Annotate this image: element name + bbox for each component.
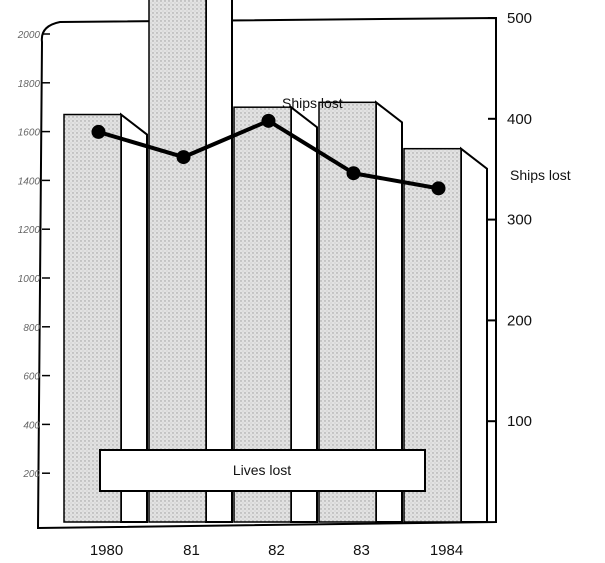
left-tick-label: 1800 xyxy=(18,79,41,90)
x-tick-label: 82 xyxy=(268,542,285,559)
left-tick-label: 1400 xyxy=(18,176,41,187)
line-point xyxy=(346,166,361,181)
line-point xyxy=(261,113,276,128)
right-tick-label: 500 xyxy=(507,10,532,27)
bar xyxy=(148,0,207,523)
left-axis-ticks: 200 400 600 800 1000 1200 1400 1600 1800 2000 xyxy=(17,30,50,480)
right-tick-label: 400 xyxy=(507,111,532,128)
bar-side xyxy=(205,0,233,523)
left-tick-label: 1200 xyxy=(18,225,41,236)
right-tick-label: 300 xyxy=(507,212,532,229)
lives-lost-label: Lives lost xyxy=(233,462,291,478)
left-tick-label: 600 xyxy=(23,372,40,383)
left-tick-label: 800 xyxy=(23,323,40,334)
line-point xyxy=(431,181,446,196)
left-tick-label: 200 xyxy=(22,469,40,480)
x-tick-label: 81 xyxy=(183,542,200,559)
line-point xyxy=(176,150,191,165)
right-axis-ticks: 100 200 300 400 500 xyxy=(488,10,532,430)
left-tick-label: 400 xyxy=(23,420,40,431)
x-tick-label: 1984 xyxy=(430,542,463,559)
right-tick-label: 100 xyxy=(507,413,532,430)
ships-lost-line xyxy=(91,113,446,196)
left-tick-label: 1000 xyxy=(18,274,41,285)
x-axis-ticks: 1980 81 82 83 1984 xyxy=(90,542,463,559)
right-axis-label: Ships lost xyxy=(510,167,571,183)
chart-frame xyxy=(36,16,497,530)
bars xyxy=(63,0,488,523)
x-tick-label: 1980 xyxy=(90,542,123,559)
ships-lost-line-label: Ships lost xyxy=(282,95,343,111)
lives-lost-label-box xyxy=(99,449,426,492)
left-tick-label: 2000 xyxy=(17,30,41,41)
line-point xyxy=(91,124,106,139)
bar-side xyxy=(460,146,488,523)
left-tick-label: 1600 xyxy=(18,128,41,139)
x-tick-label: 83 xyxy=(353,542,370,559)
right-tick-label: 200 xyxy=(507,312,532,329)
